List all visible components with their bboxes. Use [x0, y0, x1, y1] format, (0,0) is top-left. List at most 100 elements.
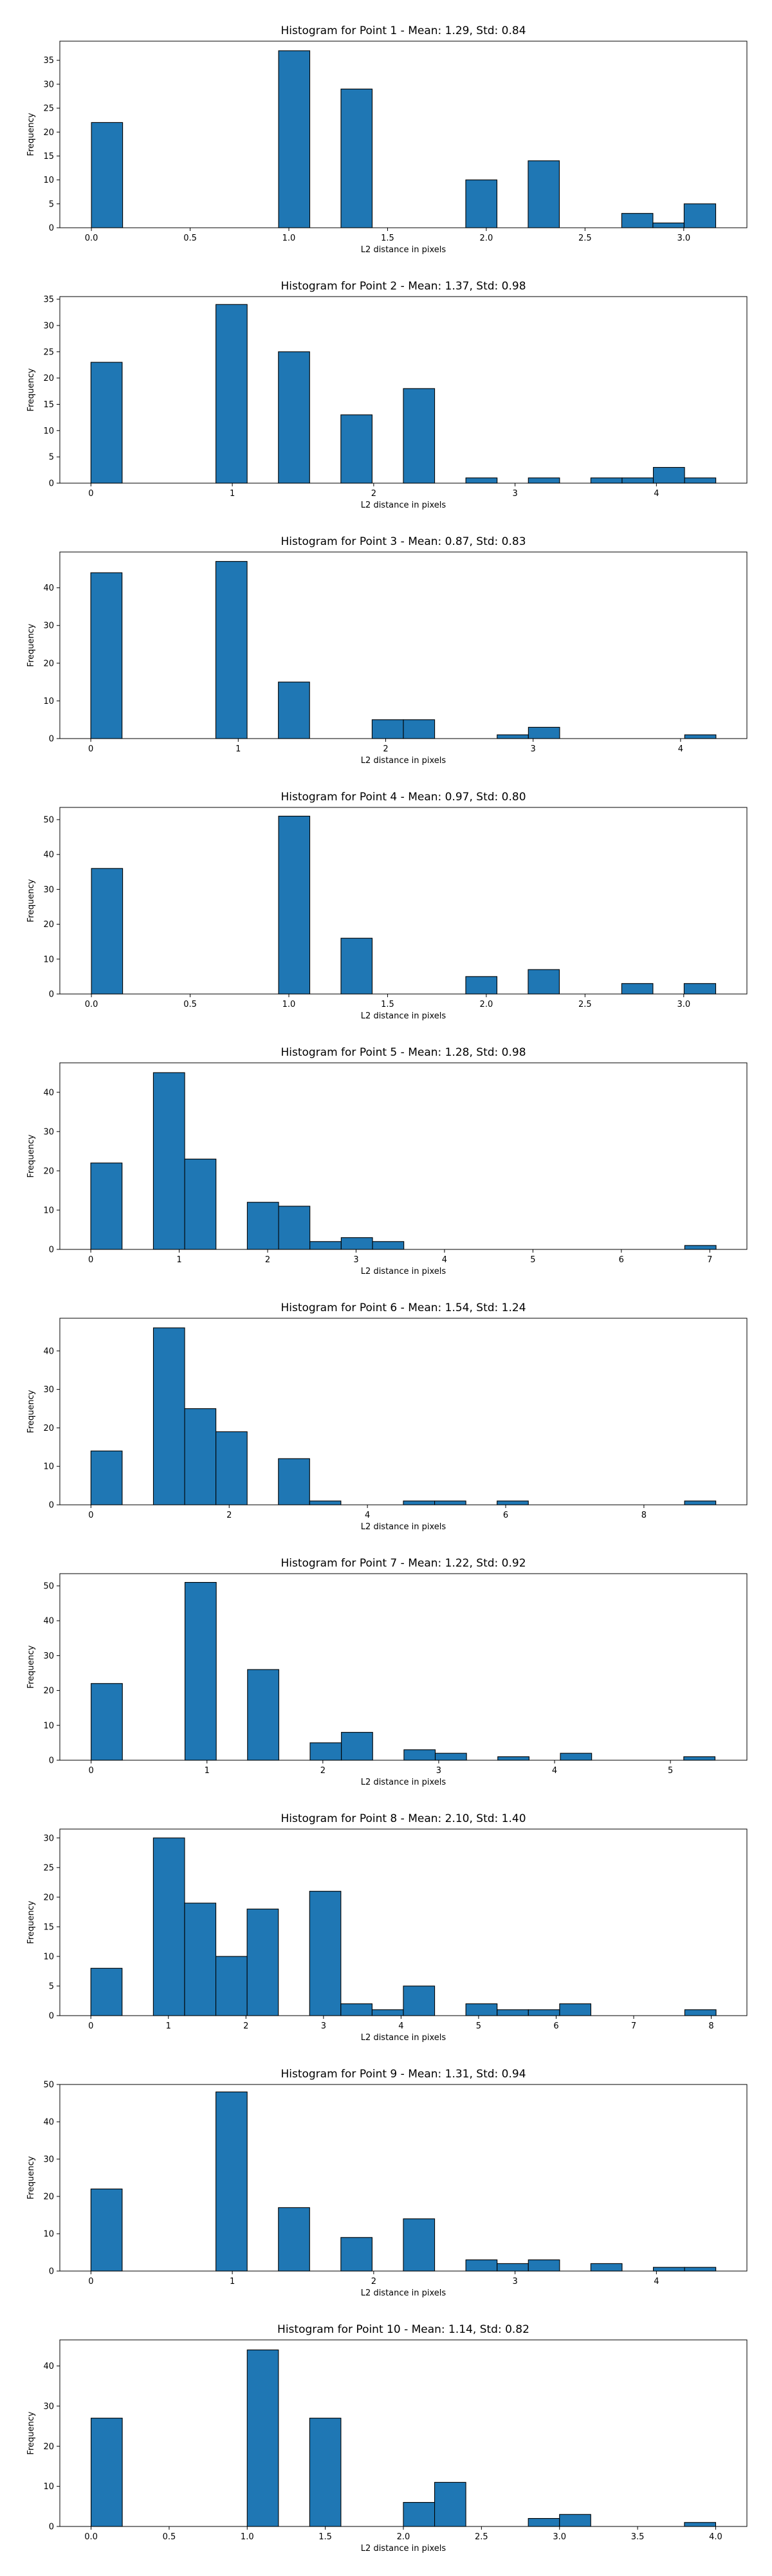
histogram-bar — [528, 477, 560, 484]
y-tick-label: 30 — [43, 1127, 54, 1137]
x-tick-label: 2.5 — [578, 234, 592, 243]
histogram-bar — [465, 2003, 498, 2016]
axes-frame — [59, 1318, 748, 1505]
histogram-bar — [340, 937, 373, 995]
histogram-bar — [652, 223, 685, 228]
y-tick-label: 20 — [43, 128, 54, 138]
histogram-bar — [528, 2009, 560, 2016]
histogram-bar — [278, 816, 311, 995]
x-axis-label: L2 distance in pixels — [361, 1778, 446, 1787]
axes-frame — [59, 2084, 748, 2272]
y-tick-label: 10 — [43, 176, 54, 185]
y-tick-label: 0 — [49, 1501, 54, 1511]
y-tick-label: 15 — [43, 152, 54, 161]
histogram-bar — [434, 1500, 466, 1505]
x-tick-label: 1.0 — [282, 234, 296, 243]
axes-frame — [59, 296, 748, 484]
x-tick-label: 7 — [707, 1255, 712, 1265]
histogram-bar — [215, 561, 248, 739]
x-tick-label: 3 — [512, 489, 517, 499]
y-tick-label: 20 — [43, 2193, 54, 2202]
x-tick-label: 0.0 — [85, 1000, 98, 1009]
x-tick-label: 1.5 — [381, 1000, 394, 1009]
y-tick-label: 30 — [43, 2402, 54, 2411]
x-tick-label: 1.0 — [241, 2532, 254, 2542]
histogram-bar — [434, 2481, 466, 2527]
x-axis-label: L2 distance in pixels — [361, 756, 446, 766]
y-axis-label: Frequency — [26, 1645, 36, 1688]
histogram-bar — [371, 719, 404, 739]
chart-panel-9: Histogram for Point 9 - Mean: 1.31, Std:… — [26, 2068, 748, 2298]
x-axis-label: L2 distance in pixels — [361, 2033, 446, 2043]
y-tick-label: 20 — [43, 1893, 54, 1902]
histogram-bar — [621, 213, 654, 228]
x-tick-label: 1 — [176, 1255, 181, 1265]
y-tick-label: 0 — [49, 1756, 54, 1766]
x-tick-label: 0.5 — [183, 1000, 197, 1009]
histogram-bar — [184, 1159, 217, 1250]
histogram-bar — [684, 2009, 717, 2016]
y-tick-label: 20 — [43, 659, 54, 668]
x-tick-label: 1 — [230, 2277, 235, 2286]
y-tick-label: 5 — [49, 1982, 54, 1991]
x-tick-label: 4 — [678, 744, 683, 754]
histogram-bar — [91, 1683, 123, 1761]
x-tick-label: 6 — [503, 1511, 508, 1520]
x-tick-label: 4 — [552, 1766, 557, 1776]
x-tick-label: 0.5 — [163, 2532, 176, 2542]
x-tick-label: 1 — [205, 1766, 210, 1776]
y-tick-label: 30 — [43, 1385, 54, 1395]
x-tick-label: 3.0 — [553, 2532, 566, 2542]
axes-frame — [59, 551, 748, 739]
chart-panel-5: Histogram for Point 5 - Mean: 1.28, Std:… — [26, 1046, 748, 1276]
y-tick-label: 10 — [43, 2230, 54, 2240]
histogram-bar — [278, 351, 310, 484]
histogram-bar — [372, 1241, 405, 1250]
histogram-bar — [684, 1245, 717, 1250]
y-axis-label: Frequency — [26, 2411, 36, 2454]
histogram-bar — [90, 1450, 123, 1505]
histogram-bar — [90, 2188, 123, 2272]
y-tick-label: 40 — [43, 1347, 54, 1356]
x-axis-label: L2 distance in pixels — [361, 1267, 446, 1276]
x-axis-label: L2 distance in pixels — [361, 2544, 446, 2553]
y-tick-label: 10 — [43, 1952, 54, 1962]
y-tick-label: 30 — [43, 1651, 54, 1661]
chart-panel-8: Histogram for Point 8 - Mean: 2.10, Std:… — [26, 1812, 748, 2043]
y-tick-label: 0 — [49, 2523, 54, 2532]
histogram-bar — [528, 726, 560, 739]
y-tick-label: 40 — [43, 1617, 54, 1626]
y-tick-label: 20 — [43, 1166, 54, 1176]
x-tick-label: 3.0 — [677, 234, 690, 243]
y-tick-label: 0 — [49, 479, 54, 489]
histogram-bar — [90, 1967, 123, 2016]
histogram-bar — [528, 2517, 560, 2527]
y-tick-label: 30 — [43, 2155, 54, 2165]
chart-title: Histogram for Point 6 - Mean: 1.54, Std:… — [280, 1302, 526, 1314]
y-tick-label: 5 — [49, 199, 54, 209]
x-tick-label: 5 — [476, 2021, 481, 2031]
x-tick-label: 1 — [230, 489, 235, 499]
y-tick-label: 10 — [43, 2482, 54, 2492]
x-tick-label: 0.0 — [84, 2532, 98, 2542]
x-tick-label: 8 — [708, 2021, 713, 2031]
x-tick-label: 2.5 — [475, 2532, 488, 2542]
histogram-bar — [621, 983, 654, 995]
y-tick-label: 10 — [43, 955, 54, 964]
histogram-bar — [247, 1669, 279, 1761]
y-tick-label: 10 — [43, 1206, 54, 1215]
histogram-bar — [434, 1753, 467, 1761]
histogram-bar — [560, 1753, 593, 1761]
y-tick-label: 50 — [43, 1581, 54, 1591]
chart-title: Histogram for Point 1 - Mean: 1.29, Std:… — [280, 24, 526, 37]
histogram-bar — [683, 203, 717, 228]
histogram-bar — [90, 2418, 123, 2527]
x-tick-label: 1.5 — [381, 234, 394, 243]
x-tick-label: 4 — [654, 489, 659, 499]
y-tick-label: 30 — [43, 80, 54, 89]
histogram-bar — [652, 2267, 685, 2272]
chart-panel-3: Histogram for Point 3 - Mean: 0.87, Std:… — [26, 535, 748, 766]
y-tick-label: 35 — [43, 295, 54, 305]
chart-title: Histogram for Point 9 - Mean: 1.31, Std:… — [280, 2068, 526, 2081]
histogram-bar — [559, 2003, 592, 2016]
